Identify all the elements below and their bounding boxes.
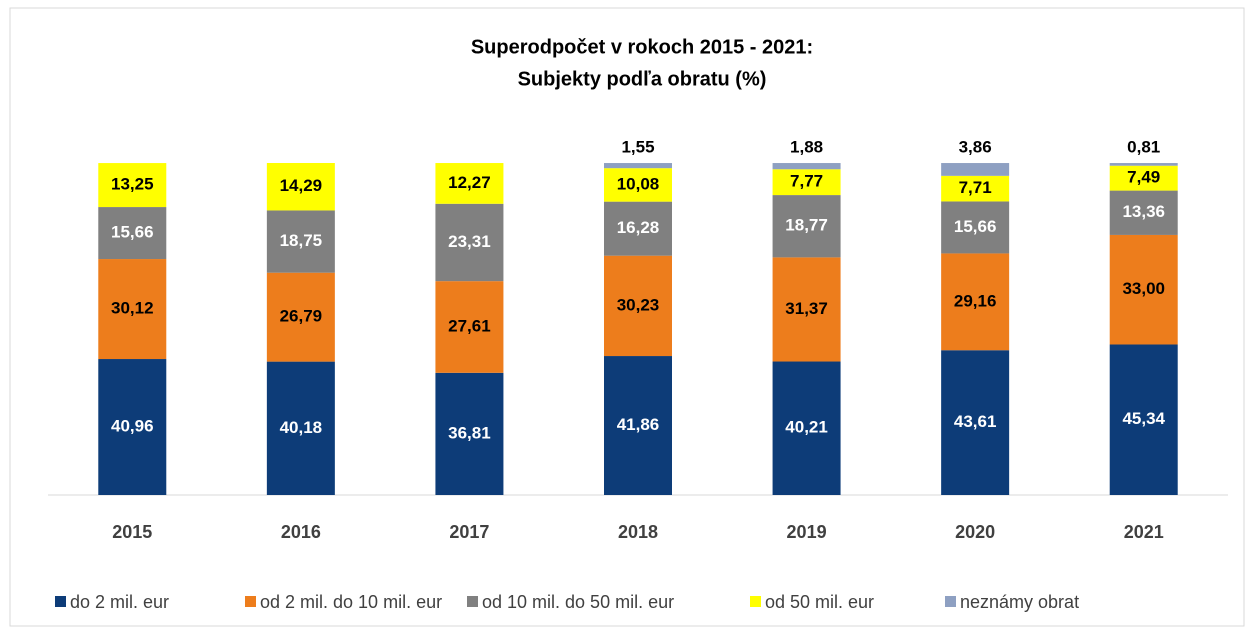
data-label: 29,16 <box>954 291 997 310</box>
data-label: 14,29 <box>280 176 323 195</box>
x-tick-label: 2017 <box>449 522 489 542</box>
data-label: 13,25 <box>111 175 154 194</box>
data-label: 0,81 <box>1127 138 1160 157</box>
bar-segment <box>98 207 167 260</box>
bar-segment <box>1109 344 1178 495</box>
bar-segment <box>772 257 841 362</box>
x-tick-label: 2020 <box>955 522 995 542</box>
bar-segment <box>604 201 672 256</box>
x-tick-label: 2015 <box>112 522 152 542</box>
data-label: 16,28 <box>617 218 660 237</box>
data-label: 18,77 <box>785 216 828 235</box>
bar-segment <box>1109 163 1178 166</box>
data-label: 15,66 <box>954 217 997 236</box>
legend-swatch <box>750 596 761 607</box>
data-label: 30,12 <box>111 299 154 318</box>
bar-segment <box>604 168 672 202</box>
bar-segment <box>772 169 841 196</box>
legend-label: neznámy obrat <box>960 592 1079 612</box>
bar-segment <box>266 210 335 273</box>
data-label: 10,08 <box>617 174 660 193</box>
bar-segment <box>1109 234 1178 345</box>
data-label: 1,88 <box>790 138 823 157</box>
data-label: 7,49 <box>1127 168 1160 187</box>
legend-label: do 2 mil. eur <box>70 592 169 612</box>
data-label: 13,36 <box>1122 202 1165 221</box>
x-tick-label: 2018 <box>618 522 658 542</box>
bar-segment <box>435 203 504 282</box>
bar-segment <box>772 195 841 258</box>
bar-segment <box>772 163 841 170</box>
data-label: 7,77 <box>790 172 823 191</box>
data-label: 7,71 <box>959 178 992 197</box>
data-label: 3,86 <box>959 138 992 157</box>
bar-segment <box>941 253 1010 351</box>
legend-label: od 10 mil. do 50 mil. eur <box>482 592 674 612</box>
data-label: 23,31 <box>448 232 491 251</box>
data-label: 40,96 <box>111 416 154 435</box>
bar-segment <box>1109 165 1178 191</box>
data-label: 33,00 <box>1122 279 1165 298</box>
bar-segment <box>266 272 335 362</box>
bar-segment <box>1109 190 1178 235</box>
data-label: 43,61 <box>954 412 997 431</box>
data-label: 12,27 <box>448 173 491 192</box>
data-label: 30,23 <box>617 295 660 314</box>
bar-segment <box>266 361 335 495</box>
chart-title: Subjekty podľa obratu (%) <box>518 68 767 90</box>
bar-segment <box>772 361 841 495</box>
bar-segment <box>98 259 167 360</box>
bar-segment <box>266 163 335 211</box>
bar-segment <box>604 163 672 169</box>
data-label: 36,81 <box>448 423 491 442</box>
bar-segment <box>941 175 1010 202</box>
bar-segment <box>941 201 1010 254</box>
bar-segment <box>435 163 504 204</box>
bar-segment <box>604 356 672 495</box>
bar-segment <box>98 163 167 208</box>
data-label: 1,55 <box>621 138 654 157</box>
bar-segment <box>98 359 167 495</box>
data-label: 18,75 <box>280 231 323 250</box>
bar-segment <box>435 372 504 495</box>
data-label: 40,21 <box>785 418 828 437</box>
data-label: 45,34 <box>1122 409 1165 428</box>
x-tick-label: 2019 <box>787 522 827 542</box>
bar-segment <box>435 281 504 373</box>
legend-swatch <box>467 596 478 607</box>
data-label: 26,79 <box>280 307 323 326</box>
legend-label: od 50 mil. eur <box>765 592 874 612</box>
legend-swatch <box>245 596 256 607</box>
bar-segment <box>941 163 1010 176</box>
chart-title: Superodpočet v rokoch 2015 - 2021: <box>471 36 813 58</box>
x-tick-label: 2021 <box>1124 522 1164 542</box>
data-label: 15,66 <box>111 223 154 242</box>
data-label: 27,61 <box>448 316 491 335</box>
data-label: 40,18 <box>280 418 323 437</box>
legend-label: od 2 mil. do 10 mil. eur <box>260 592 442 612</box>
legend-swatch <box>55 596 66 607</box>
data-label: 41,86 <box>617 415 660 434</box>
data-label: 31,37 <box>785 299 828 318</box>
bar-segment <box>941 350 1010 495</box>
x-tick-label: 2016 <box>281 522 321 542</box>
legend-swatch <box>945 596 956 607</box>
bar-segment <box>604 255 672 357</box>
